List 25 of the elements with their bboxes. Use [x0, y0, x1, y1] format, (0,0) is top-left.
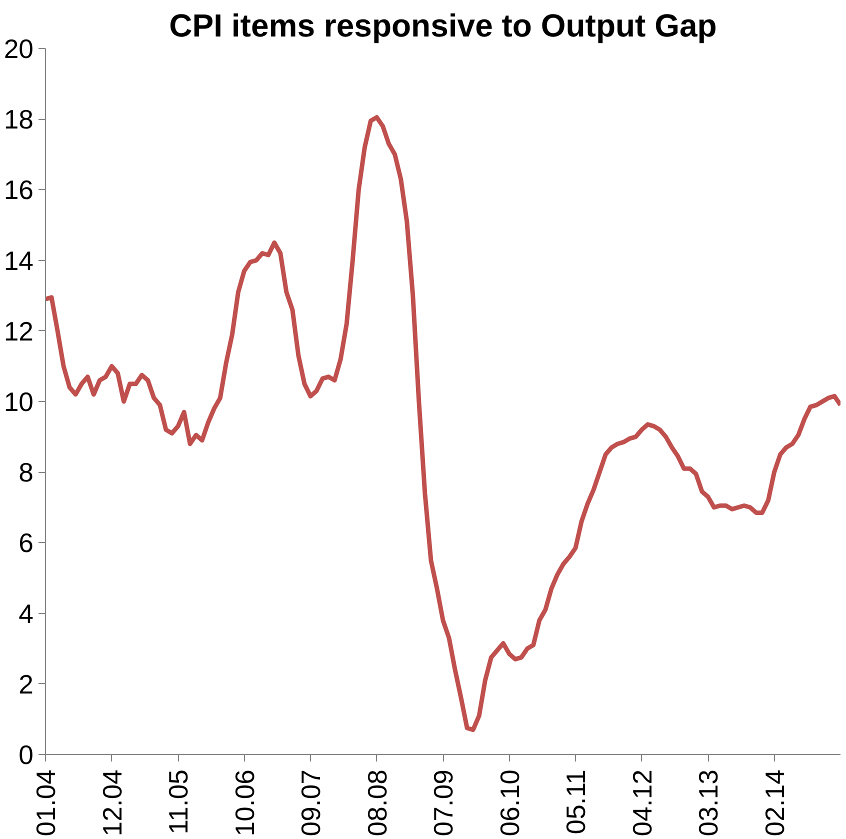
x-tick-label: 05.11 — [561, 769, 591, 834]
x-tick-label: 09.07 — [296, 769, 326, 836]
x-tick-label: 06.10 — [494, 769, 525, 836]
y-tick-label: 10 — [4, 387, 34, 417]
x-tick-label: 01.04 — [31, 769, 61, 836]
y-tick-label: 2 — [18, 669, 34, 700]
y-tick-label: 12 — [4, 316, 34, 346]
x-tick-label: 04.12 — [627, 769, 658, 836]
x-tick-label: 08.08 — [362, 769, 392, 836]
chart-title: CPI items responsive to Output Gap — [169, 8, 717, 44]
x-tick-label: 10.06 — [230, 769, 260, 836]
x-tick-label: 02.14 — [760, 769, 790, 836]
y-tick-label: 14 — [4, 246, 34, 276]
x-tick-label: 03.13 — [694, 769, 724, 836]
line-series — [46, 115, 840, 732]
y-tick-label: 0 — [18, 740, 34, 770]
y-tick-label: 20 — [4, 34, 34, 64]
x-tick-label: 12.04 — [97, 769, 128, 836]
y-tick-label: 4 — [18, 598, 34, 629]
x-tick-label: 07.09 — [428, 769, 458, 836]
y-tick-label: 16 — [4, 175, 34, 206]
y-tick-label: 6 — [18, 528, 34, 558]
y-tick-label: 8 — [18, 458, 34, 488]
y-tick-label: 18 — [4, 104, 34, 135]
x-tick-label: 11.05 — [164, 769, 194, 834]
